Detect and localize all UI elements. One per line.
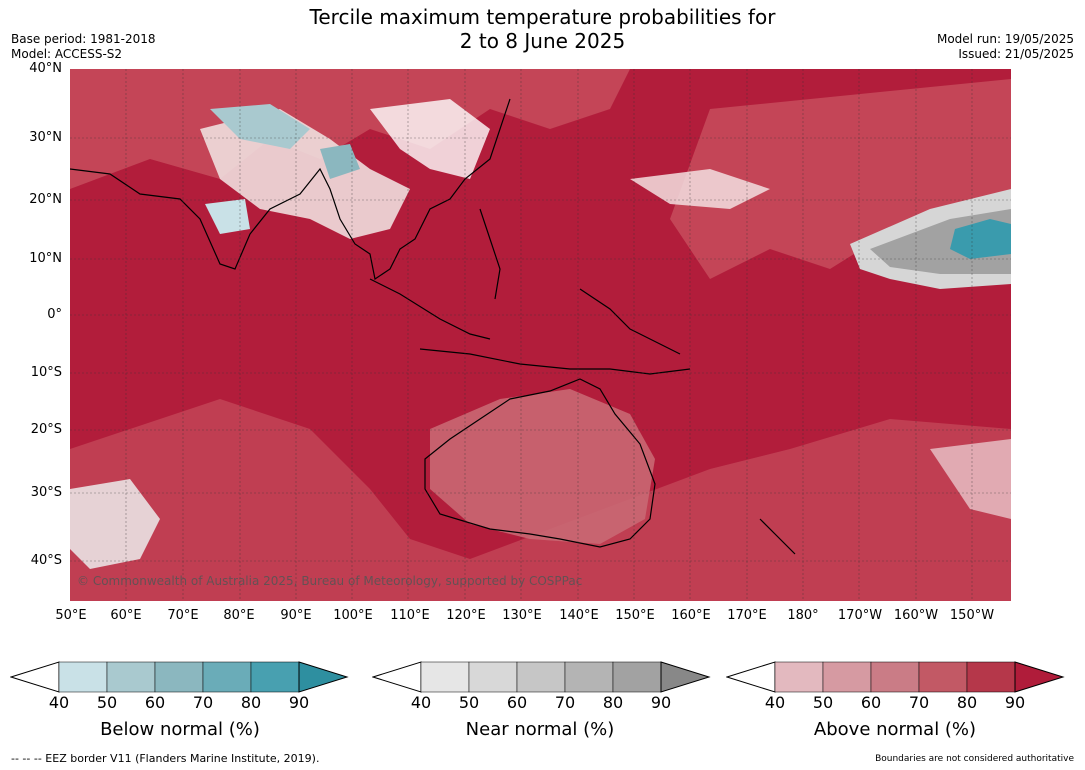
boundaries-disclaimer: Boundaries are not considered authoritat… (875, 754, 1074, 764)
lon-label: 50°E (55, 608, 87, 623)
model-name: Model: ACCESS-S2 (11, 47, 123, 61)
colorbar-tick: 90 (650, 693, 672, 712)
issued-date: Issued: 21/05/2025 (958, 47, 1074, 61)
lat-label: 40°S (30, 553, 62, 568)
lon-label: 150°E (615, 608, 655, 623)
lon-label: 80°E (223, 608, 255, 623)
meta-left: Base period: 1981-2018 Model: ACCESS-S2 (11, 32, 156, 62)
above-normal-light-patches (70, 69, 1011, 601)
lon-label: 130°E (502, 608, 542, 623)
above-normal-colorbar (726, 661, 1065, 693)
lon-label: 70°E (167, 608, 199, 623)
colorbar-tick: 50 (96, 693, 118, 712)
lon-label: 120°E (446, 608, 486, 623)
colorbar-tick: 60 (506, 693, 528, 712)
colorbar-tick: 90 (1004, 693, 1026, 712)
colorbar-tick: 60 (860, 693, 882, 712)
meta-right: Model run: 19/05/2025 Issued: 21/05/2025 (937, 32, 1074, 62)
lat-label: 0° (47, 307, 62, 322)
colorbar-tick: 40 (764, 693, 786, 712)
map-title-line-2: 2 to 8 June 2025 (459, 29, 626, 53)
lon-label: 180° (787, 608, 819, 623)
model-run-date: Model run: 19/05/2025 (936, 32, 1074, 46)
near-normal-colorbar (372, 661, 711, 693)
colorbar-tick: 50 (458, 693, 480, 712)
colorbar-tick: 70 (192, 693, 214, 712)
below-normal-colorbar (10, 661, 349, 693)
lon-label: 140°E (559, 608, 599, 623)
eez-border-note: -- -- -- EEZ border V11 (Flanders Marine… (11, 752, 320, 765)
lat-label: 20°S (30, 422, 62, 437)
below-normal-title: Below normal (%) (100, 719, 260, 740)
lon-label: 170°E (727, 608, 767, 623)
lon-label: 100°E (333, 608, 373, 623)
colorbar-tick: 70 (554, 693, 576, 712)
colorbar-tick: 80 (956, 693, 978, 712)
colorbar-tick: 80 (240, 693, 262, 712)
colorbar-tick: 40 (48, 693, 70, 712)
lat-label: 10°S (30, 365, 62, 380)
colorbar-tick: 60 (144, 693, 166, 712)
colorbar-tick: 70 (908, 693, 930, 712)
colorbar-tick: 80 (602, 693, 624, 712)
lon-label: 60°E (110, 608, 142, 623)
near-normal-title: Near normal (%) (465, 719, 615, 740)
map-title-line-1: Tercile maximum temperature probabilitie… (309, 5, 776, 29)
lon-label: 150°W (949, 608, 995, 623)
lon-label: 90°E (280, 608, 312, 623)
lat-label: 30°N (29, 130, 62, 145)
probability-map (70, 69, 1011, 601)
base-period: Base period: 1981-2018 (11, 32, 156, 46)
lat-label: 40°N (29, 61, 62, 76)
below-normal-region (205, 104, 1011, 259)
gridlines (70, 69, 1011, 601)
above-normal-title: Above normal (%) (813, 719, 977, 740)
coastlines (70, 98, 796, 555)
copyright-notice: © Commonwealth of Australia 2025, Bureau… (77, 574, 583, 588)
lat-label: 20°N (29, 192, 62, 207)
lat-label: 30°S (30, 485, 62, 500)
colorbar-tick: 40 (410, 693, 432, 712)
colorbar-tick: 50 (812, 693, 834, 712)
colorbar-tick: 90 (288, 693, 310, 712)
lon-label: 160°W (893, 608, 939, 623)
lon-label: 170°W (837, 608, 883, 623)
lon-label: 160°E (671, 608, 711, 623)
map-svg (70, 69, 1011, 601)
lat-label: 10°N (29, 251, 62, 266)
lon-label: 110°E (390, 608, 430, 623)
